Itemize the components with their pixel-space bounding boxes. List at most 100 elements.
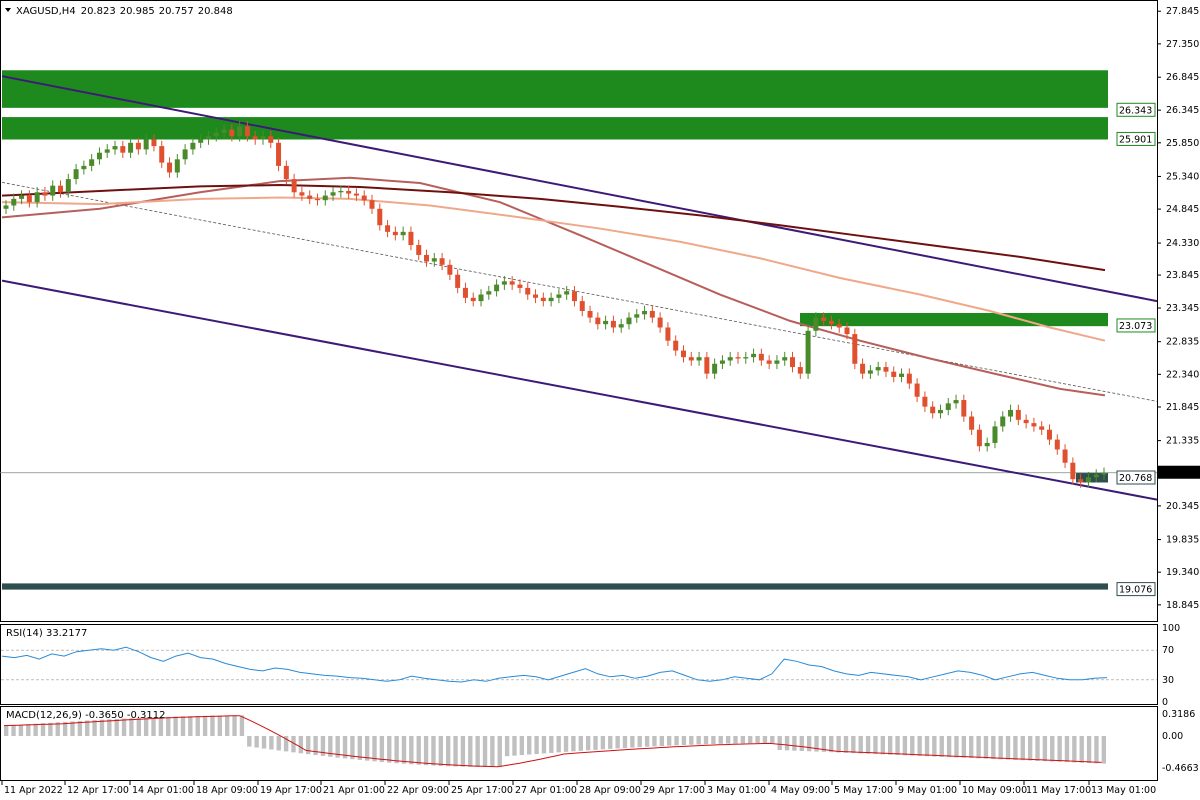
macd-histogram-bar: [372, 736, 377, 762]
macd-histogram-bar: [622, 736, 628, 749]
macd-histogram-bar: [423, 736, 429, 766]
candle: [159, 140, 165, 168]
macd-histogram-bar: [350, 736, 355, 760]
macd-histogram-bar: [1035, 736, 1040, 761]
macd-histogram-bar: [416, 736, 421, 765]
macd-histogram-bar: [460, 736, 466, 767]
rsi-label: RSI(14) 33.2177: [6, 628, 87, 639]
macd-indicator: 0.3186 0.00 -0.4663: [3, 709, 1199, 774]
macd-histogram-bar: [608, 736, 613, 749]
candle: [96, 147, 102, 165]
candle: [836, 318, 842, 333]
candle: [634, 309, 640, 323]
macd-histogram-bar: [895, 736, 900, 755]
macd-histogram-bar: [55, 722, 60, 736]
macd-histogram-bar: [320, 736, 326, 756]
candle: [751, 348, 757, 363]
macd-histogram-bar: [549, 736, 554, 753]
candle: [104, 144, 110, 158]
candle: [688, 351, 694, 366]
candle: [431, 252, 437, 267]
candle: [260, 130, 266, 145]
candle: [408, 226, 414, 251]
candle: [1054, 434, 1060, 455]
candle: [930, 401, 936, 419]
macd-histogram-bar: [910, 736, 915, 756]
macd-histogram-bar: [92, 720, 97, 736]
price-tick-label: 24.330: [1166, 238, 1199, 249]
macd-histogram-bar: [158, 717, 164, 736]
ma-mid-line: [1, 196, 1106, 342]
macd-histogram-bar: [983, 736, 989, 759]
candle: [1101, 467, 1107, 480]
candle: [369, 194, 375, 215]
candle: [1023, 414, 1029, 429]
macd-histogram-bar: [11, 725, 16, 736]
macd-histogram-bar: [394, 736, 399, 764]
macd-histogram-bar: [578, 736, 583, 751]
candle: [361, 190, 367, 206]
price-tick-label: 25.850: [1166, 138, 1199, 149]
candle: [852, 328, 858, 370]
candle: [1093, 469, 1099, 483]
macd-histogram-bar: [276, 736, 281, 751]
candle: [81, 160, 87, 175]
candle: [50, 180, 56, 201]
candle: [470, 292, 476, 307]
macd-histogram-bar: [438, 736, 443, 766]
candle: [268, 130, 274, 149]
macd-histogram-bar: [1094, 736, 1099, 764]
support-resistance-zones: [0, 70, 1157, 590]
macd-histogram-bar: [409, 736, 414, 765]
macd-histogram-bar: [70, 721, 75, 736]
current-price-label: 20.848: [1158, 465, 1200, 479]
macd-histogram-bar: [232, 715, 237, 736]
macd-tick-label: 0.00: [1162, 731, 1183, 742]
macd-histogram-bar: [755, 736, 760, 744]
candle: [758, 348, 764, 366]
candle: [517, 279, 523, 294]
rsi-tick-label: 70: [1162, 645, 1174, 656]
macd-histogram-bar: [836, 736, 841, 753]
zone-0: [2, 70, 1108, 108]
price-tick-label: 22.340: [1166, 369, 1199, 380]
macd-histogram-bar: [1064, 736, 1070, 763]
candle: [509, 276, 515, 290]
collapse-triangle-icon[interactable]: [5, 8, 11, 12]
macd-histogram-bar: [932, 736, 937, 757]
macd-histogram-bar: [777, 736, 782, 751]
candle: [719, 355, 725, 370]
candle: [1062, 444, 1068, 468]
macd-histogram-bar: [269, 736, 274, 750]
macd-signal-line: [3, 715, 1102, 768]
candle: [392, 226, 398, 241]
price-axis: 27.845 27.350 26.845 26.345 25.850 25.340 24.8…: [1116, 6, 1200, 611]
macd-histogram-bar: [217, 715, 222, 736]
candle: [665, 322, 671, 346]
candle: [525, 282, 531, 300]
time-tick-label: 27 Apr 01:00: [515, 785, 577, 796]
candle: [610, 315, 616, 333]
candle: [548, 292, 554, 307]
candle: [213, 127, 219, 142]
macd-histogram-bar: [202, 715, 208, 736]
macd-histogram-bar: [600, 736, 606, 750]
macd-histogram-bar: [401, 736, 407, 764]
candle: [135, 137, 141, 155]
candle: [922, 391, 928, 412]
macd-histogram-bar: [659, 736, 664, 747]
candle: [11, 193, 17, 211]
rsi-indicator: 100 70 30 0: [1, 623, 1180, 708]
macd-histogram-bar: [261, 736, 267, 749]
zone-price-label: 20.768: [1116, 470, 1156, 485]
candle: [455, 269, 461, 294]
macd-histogram-bar: [379, 736, 385, 763]
candle: [229, 124, 235, 142]
candle: [673, 335, 679, 356]
zone-current: [1076, 472, 1108, 483]
macd-histogram-bar: [1042, 736, 1048, 762]
candle: [3, 200, 9, 215]
candle: [486, 285, 492, 300]
macd-histogram-bar: [689, 736, 694, 745]
